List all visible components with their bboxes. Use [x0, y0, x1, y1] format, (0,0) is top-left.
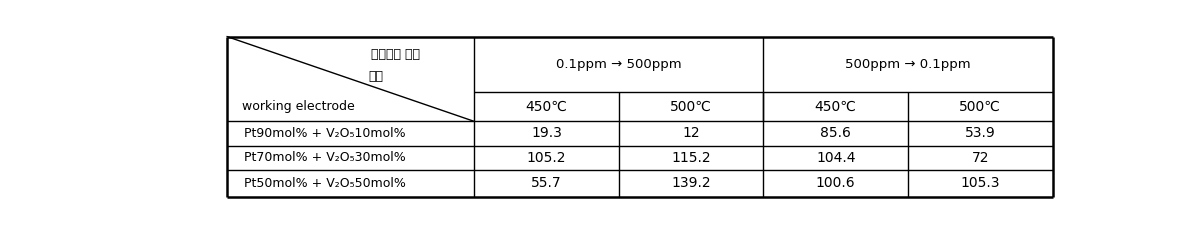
Text: 72: 72: [971, 151, 989, 165]
Text: 104.4: 104.4: [816, 151, 856, 165]
Text: 500ppm → 0.1ppm: 500ppm → 0.1ppm: [845, 58, 971, 71]
Text: 12: 12: [682, 126, 700, 140]
Text: 85.6: 85.6: [820, 126, 851, 140]
Text: 139.2: 139.2: [671, 176, 710, 190]
Text: 105.3: 105.3: [960, 176, 1000, 190]
Text: 농도조정 방법: 농도조정 방법: [371, 48, 420, 61]
Text: Pt70mol% + V₂O₅30mol%: Pt70mol% + V₂O₅30mol%: [244, 151, 406, 164]
Text: 온도: 온도: [368, 70, 383, 83]
Text: 19.3: 19.3: [531, 126, 562, 140]
Text: 100.6: 100.6: [816, 176, 856, 190]
Text: 0.1ppm → 500ppm: 0.1ppm → 500ppm: [556, 58, 682, 71]
Text: 115.2: 115.2: [671, 151, 710, 165]
Text: Pt90mol% + V₂O₅10mol%: Pt90mol% + V₂O₅10mol%: [244, 127, 406, 140]
Text: 500℃: 500℃: [959, 100, 1001, 114]
Text: Pt50mol% + V₂O₅50mol%: Pt50mol% + V₂O₅50mol%: [244, 177, 406, 190]
Text: working electrode: working electrode: [242, 100, 355, 113]
Text: 105.2: 105.2: [527, 151, 566, 165]
Text: 450℃: 450℃: [526, 100, 568, 114]
Text: 450℃: 450℃: [815, 100, 857, 114]
Text: 53.9: 53.9: [965, 126, 996, 140]
Text: 55.7: 55.7: [531, 176, 562, 190]
Text: 500℃: 500℃: [670, 100, 712, 114]
